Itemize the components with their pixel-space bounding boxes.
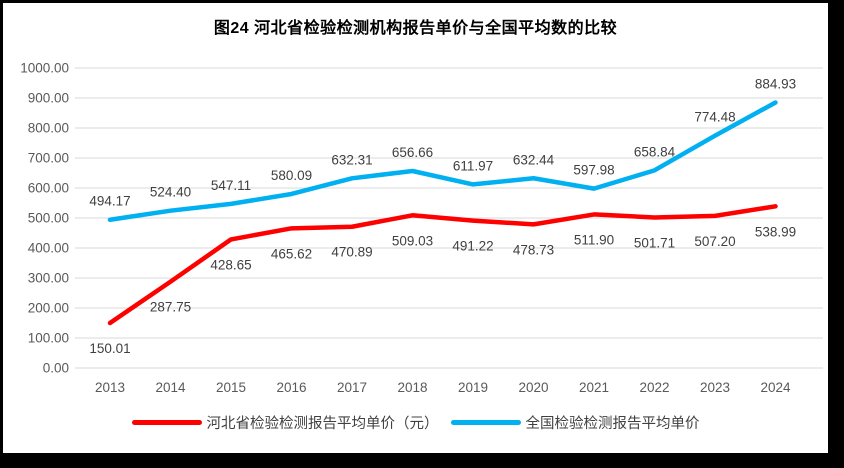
y-tick-label: 900.00 xyxy=(28,91,69,106)
y-tick-label: 200.00 xyxy=(28,301,69,316)
legend-item-hebei: 河北省检验检测报告平均单价（元） xyxy=(131,412,439,433)
x-tick-label: 2020 xyxy=(518,380,548,395)
data-label: 150.01 xyxy=(89,341,130,356)
y-tick-label: 0.00 xyxy=(43,361,69,376)
x-tick-label: 2024 xyxy=(760,380,791,395)
data-label: 611.97 xyxy=(453,158,493,173)
data-label: 501.71 xyxy=(634,235,675,250)
x-axis-tick-labels: 2013 2014 2015 2016 2017 2018 2019 2020 2021 2022… xyxy=(95,380,791,395)
data-label: 538.99 xyxy=(755,224,796,239)
legend-label-national: 全国检验检测报告平均单价 xyxy=(525,416,700,432)
x-tick-label: 2017 xyxy=(337,380,367,395)
x-tick-label: 2022 xyxy=(639,380,669,395)
chart-title: 图24 河北省检验检测机构报告单价与全国平均数的比较 xyxy=(213,20,618,37)
data-label: 491.22 xyxy=(452,239,493,254)
y-tick-label: 500.00 xyxy=(28,211,69,226)
x-tick-label: 2014 xyxy=(155,380,186,395)
y-tick-label: 800.00 xyxy=(28,121,69,136)
x-tick-label: 2013 xyxy=(95,380,125,395)
legend-swatch-hebei-line xyxy=(131,420,202,425)
data-label: 465.62 xyxy=(271,246,312,261)
legend-label-hebei: 河北省检验检测报告平均单价（元） xyxy=(206,416,439,432)
chart-legend: 河北省检验检测报告平均单价（元） 全国检验检测报告平均单价 xyxy=(3,412,828,433)
y-tick-label: 100.00 xyxy=(28,331,69,346)
data-label: 658.84 xyxy=(634,144,676,159)
y-axis-tick-labels: 0.00 100.00 200.00 300.00 400.00 500.00 600.00… xyxy=(20,61,69,376)
data-label: 580.09 xyxy=(271,168,312,183)
data-labels-series-0: 150.01 287.75 428.65 465.62 470.89 509.03 491.… xyxy=(89,224,796,356)
data-label: 884.93 xyxy=(755,77,796,92)
y-tick-label: 600.00 xyxy=(28,181,69,196)
y-tick-label: 300.00 xyxy=(28,271,69,286)
x-tick-label: 2021 xyxy=(579,380,609,395)
data-label: 774.48 xyxy=(694,110,735,125)
x-tick-label: 2018 xyxy=(397,380,427,395)
gridlines xyxy=(75,67,823,369)
series-line-1 xyxy=(107,100,778,222)
x-tick-label: 2019 xyxy=(458,380,488,395)
x-tick-label: 2015 xyxy=(216,380,246,395)
x-tick-label: 2023 xyxy=(700,380,730,395)
data-label: 656.66 xyxy=(392,145,433,160)
data-label: 632.44 xyxy=(513,152,555,167)
series-line-0 xyxy=(107,204,778,326)
data-label: 632.31 xyxy=(331,152,372,167)
data-label: 547.11 xyxy=(211,178,251,193)
data-label: 478.73 xyxy=(513,242,554,257)
y-tick-label: 400.00 xyxy=(28,241,69,256)
data-labels-series-1: 494.17 524.40 547.11 580.09 632.31 656.66 611.… xyxy=(89,77,796,209)
x-tick-label: 2016 xyxy=(276,380,306,395)
legend-item-national: 全国检验检测报告平均单价 xyxy=(450,412,700,433)
y-tick-label: 1000.00 xyxy=(20,61,69,76)
legend-swatch-national-line xyxy=(450,420,521,425)
data-label: 509.03 xyxy=(392,233,433,248)
y-tick-label: 700.00 xyxy=(28,151,69,166)
data-label: 524.40 xyxy=(150,185,191,200)
data-label: 597.98 xyxy=(573,163,614,178)
data-label: 511.90 xyxy=(574,232,614,247)
data-label: 507.20 xyxy=(694,234,735,249)
line-chart: 0.00 100.00 200.00 300.00 400.00 500.00 600.00… xyxy=(20,61,823,395)
data-label: 494.17 xyxy=(89,194,130,209)
data-label: 287.75 xyxy=(150,300,191,315)
data-label: 428.65 xyxy=(210,257,251,272)
data-label: 470.89 xyxy=(331,245,372,260)
